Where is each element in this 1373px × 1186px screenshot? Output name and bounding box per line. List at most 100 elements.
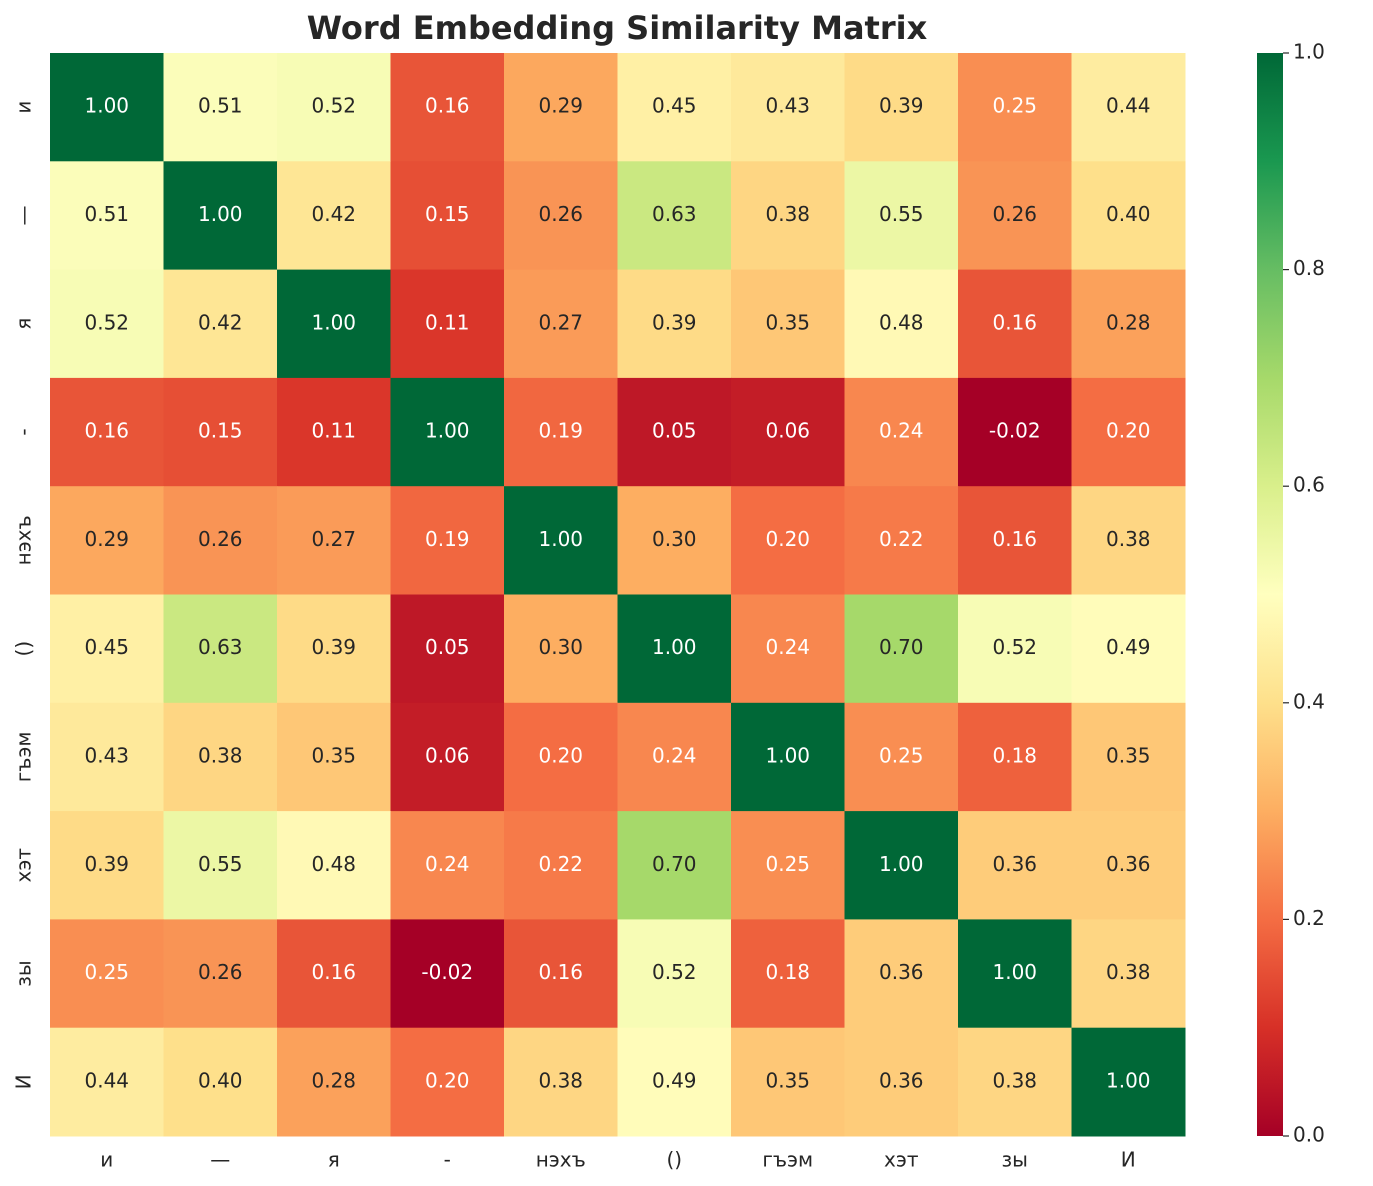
heatmap-cell — [844, 1027, 959, 1137]
cell-label: 0.36 — [879, 1068, 924, 1092]
cell-label: 0.11 — [311, 419, 356, 443]
cell-label: 0.19 — [538, 419, 583, 443]
heatmap-cell — [504, 53, 618, 162]
heatmap-cell — [1071, 161, 1186, 271]
cell-label: 0.25 — [84, 960, 129, 984]
heatmap-cell — [504, 486, 618, 595]
heatmap-cell — [617, 594, 732, 704]
cell-label: 0.20 — [538, 743, 583, 767]
cell-label: 0.29 — [538, 94, 583, 118]
heatmap-cell — [617, 811, 732, 920]
heatmap-cell — [1071, 919, 1186, 1029]
cell-label: 0.52 — [311, 94, 356, 118]
cell-label: 0.29 — [84, 527, 129, 551]
cell-label: 0.38 — [1106, 960, 1151, 984]
heatmap-cell — [844, 919, 959, 1029]
heatmap-cell — [277, 377, 391, 487]
cell-label: 1.00 — [538, 527, 583, 551]
heatmap-cell — [617, 377, 732, 487]
x-tick-label: () — [666, 1148, 682, 1172]
y-tick-label: я — [12, 318, 36, 330]
heatmap-cell — [277, 702, 391, 812]
x-tick-label: зы — [1002, 1148, 1028, 1172]
heatmap-cell — [277, 1027, 391, 1137]
cell-label: 0.43 — [84, 743, 129, 767]
heatmap-cell — [277, 594, 391, 704]
cell-label: 0.38 — [765, 202, 810, 226]
cell-label: 0.28 — [311, 1068, 356, 1092]
cell-label: 0.40 — [198, 1068, 243, 1092]
cell-label: 0.27 — [311, 527, 356, 551]
heatmap-cell — [731, 919, 845, 1029]
heatmap-cell — [163, 53, 278, 162]
cell-label: 1.00 — [879, 852, 924, 876]
colorbar — [1257, 53, 1283, 1136]
heatmap-cell — [390, 594, 505, 704]
heatmap-cell — [390, 1027, 505, 1137]
heatmap-cell — [844, 594, 959, 704]
heatmap-cell — [958, 702, 1072, 812]
x-tick-label: и — [100, 1148, 113, 1172]
heatmap-cell — [958, 811, 1072, 920]
cell-label: 0.45 — [652, 94, 697, 118]
colorbar-tick-label: 0.4 — [1293, 689, 1325, 713]
heatmap-cell — [50, 269, 164, 379]
cell-label: 0.70 — [879, 635, 924, 659]
cell-label: 0.43 — [765, 94, 810, 118]
heatmap-cell — [50, 53, 164, 162]
cell-label: 0.26 — [538, 202, 583, 226]
heatmap-cell — [617, 486, 732, 595]
heatmap-cell — [958, 377, 1072, 487]
heatmap-cell — [844, 811, 959, 920]
cell-label: 0.06 — [765, 419, 810, 443]
heatmap-cell — [1071, 1027, 1186, 1137]
heatmap-cell — [50, 486, 164, 595]
cell-label: 0.16 — [311, 960, 356, 984]
cell-label: 0.44 — [84, 1068, 129, 1092]
heatmap-cell — [390, 486, 505, 595]
heatmap-cell — [1071, 486, 1186, 595]
x-tick-label: я — [328, 1148, 340, 1172]
cell-label: 0.16 — [992, 527, 1037, 551]
x-tick-label: нэхъ — [536, 1148, 586, 1172]
colorbar-tick-label: 1.0 — [1293, 40, 1325, 64]
cell-label: 0.38 — [538, 1068, 583, 1092]
heatmap-cell — [50, 702, 164, 812]
heatmap-cell — [390, 269, 505, 379]
cell-label: 0.42 — [198, 310, 243, 334]
cell-label: 0.20 — [765, 527, 810, 551]
heatmap-cell — [163, 1027, 278, 1137]
cell-label: 0.39 — [311, 635, 356, 659]
cell-label: 0.52 — [992, 635, 1037, 659]
cell-label: 0.55 — [879, 202, 924, 226]
cell-label: 0.25 — [992, 94, 1037, 118]
heatmap-cell — [844, 161, 959, 271]
cell-label: 0.48 — [311, 852, 356, 876]
cell-label: 0.22 — [538, 852, 583, 876]
heatmap-cell — [50, 377, 164, 487]
y-tick-label: И — [12, 1074, 36, 1089]
cell-label: 0.24 — [652, 743, 697, 767]
heatmap-cell — [390, 919, 505, 1029]
heatmap-cell — [617, 1027, 732, 1137]
heatmap-cell — [731, 702, 845, 812]
cell-label: 0.35 — [765, 310, 810, 334]
cell-label: 0.16 — [992, 310, 1037, 334]
cell-label: 0.39 — [879, 94, 924, 118]
heatmap-cell — [163, 702, 278, 812]
y-tick-label: зы — [12, 960, 36, 986]
cell-label: 0.24 — [425, 852, 470, 876]
cell-label: 0.24 — [765, 635, 810, 659]
heatmap-cell — [1071, 811, 1186, 920]
cell-label: 1.00 — [765, 743, 810, 767]
heatmap-cell — [277, 53, 391, 162]
cell-label: 0.18 — [765, 960, 810, 984]
cell-label: 0.15 — [198, 419, 243, 443]
cell-label: 0.20 — [425, 1068, 470, 1092]
heatmap-cell — [958, 486, 1072, 595]
heatmap-cell — [958, 53, 1072, 162]
cell-label: 0.51 — [198, 94, 243, 118]
cell-label: 0.38 — [1106, 527, 1151, 551]
heatmap-cell — [1071, 702, 1186, 812]
